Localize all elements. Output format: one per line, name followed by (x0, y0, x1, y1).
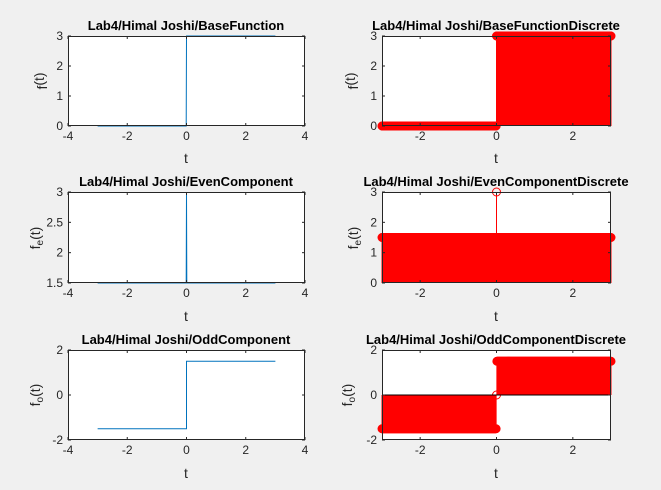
axes: -2 0 2 0 1 2 3 (370, 185, 616, 300)
x-tick-label: -2 (415, 286, 426, 300)
x-tick-label: 4 (302, 129, 309, 143)
y-axis-label: fo(t) (27, 384, 46, 407)
x-tick-label: -4 (63, 443, 74, 457)
y-tick-label: 0 (370, 119, 377, 133)
subplot-base-function-discrete: Lab4/Himal Joshi/BaseFunctionDiscrete -2… (342, 18, 620, 166)
subplot-even-component-discrete: Lab4/Himal Joshi/EvenComponentDiscrete -… (345, 174, 629, 324)
y-tick-label: 0 (370, 388, 377, 402)
x-tick-label: 2 (242, 286, 249, 300)
x-axis-label: t (494, 465, 498, 481)
data-layer (97, 360, 276, 430)
x-tick-label: 2 (569, 443, 576, 457)
y-label-main: f (345, 245, 361, 249)
x-tick-label: 0 (493, 443, 500, 457)
y-tick-label: 1 (370, 89, 377, 103)
y-tick-label: 0 (370, 276, 377, 290)
y-axis-label: fo(t) (339, 384, 358, 407)
y-tick-label: 3 (370, 29, 377, 43)
axes: -2 0 2 -2 0 2 (366, 343, 616, 457)
x-tick-label: -2 (415, 443, 426, 457)
y-tick-label: 2 (56, 343, 63, 357)
subplot-even-component: Lab4/Himal Joshi/EvenComponent -4 -2 0 2 4 1.… (27, 174, 309, 324)
y-label-suffix: (t) (31, 72, 47, 85)
x-axis-label: t (494, 150, 498, 166)
y-label-sub: o (35, 396, 46, 402)
subplot-odd-component-discrete: Lab4/Himal Joshi/OddComponentDiscrete -2… (339, 332, 626, 481)
chart-title: Lab4/Himal Joshi/OddComponent (82, 332, 291, 347)
subplot-base-function: Lab4/Himal Joshi/BaseFunction -4 -2 0 2 4 0 1 2… (31, 18, 309, 166)
y-label-suffix: (t) (27, 227, 43, 240)
y-tick-label: 2 (370, 59, 377, 73)
x-tick-label: -2 (122, 286, 133, 300)
x-tick-label: -2 (415, 129, 426, 143)
axes: -4 -2 0 2 4 0 1 2 3 (56, 29, 308, 143)
x-tick-label: 2 (242, 129, 249, 143)
axes: -4 -2 0 2 4-202 (52, 343, 308, 457)
y-axis-label: f(t) (342, 72, 361, 89)
y-label-sub: e (35, 239, 46, 245)
y-tick-label: -2 (366, 433, 377, 447)
x-axis-label: t (184, 465, 188, 481)
y-tick-label: 0 (56, 119, 63, 133)
chart-title: Lab4/Himal Joshi/EvenComponent (79, 174, 293, 189)
x-tick-label: -4 (63, 286, 74, 300)
y-label-suffix: (t) (345, 227, 361, 240)
y-label-suffix: (t) (339, 384, 355, 397)
y-label-main: f (27, 245, 43, 249)
chart-title: Lab4/Himal Joshi/EvenComponentDiscrete (363, 174, 628, 189)
x-axis-label: t (184, 308, 188, 324)
y-axis-label: fe(t) (345, 227, 364, 250)
x-tick-label: 2 (242, 443, 249, 457)
x-tick-label: 0 (183, 443, 190, 457)
y-axis-label: f(t) (31, 72, 50, 89)
y-label-main: f (339, 402, 355, 406)
y-label-sub: e (353, 239, 364, 245)
y-tick-label: 1.5 (46, 276, 63, 290)
stem-marker (491, 424, 501, 434)
x-tick-label: 0 (183, 129, 190, 143)
x-tick-label: -2 (122, 443, 133, 457)
y-label-main: f (27, 402, 43, 406)
series-line (97, 360, 276, 430)
y-label-main: f (34, 86, 50, 90)
y-tick-label: 2 (370, 343, 377, 357)
y-tick-label: 2 (370, 215, 377, 229)
chart-title: Lab4/Himal Joshi/BaseFunctionDiscrete (372, 18, 620, 33)
x-tick-label: 4 (302, 286, 309, 300)
subplot-odd-component: Lab4/Himal Joshi/OddComponent -4 -2 0 2 4-20… (27, 332, 309, 481)
y-label-sub: o (347, 396, 358, 402)
y-label-suffix: (t) (27, 384, 43, 397)
axes: -2 0 2 0 1 2 3 (370, 29, 616, 143)
data-layer (377, 187, 616, 283)
y-tick-label: 3 (56, 29, 63, 43)
x-tick-label: -2 (122, 129, 133, 143)
y-tick-label: 2.5 (46, 215, 63, 229)
x-tick-label: 2 (569, 286, 576, 300)
y-tick-label: 2 (56, 246, 63, 260)
y-tick-label: 1 (56, 89, 63, 103)
y-tick-label: 3 (370, 185, 377, 199)
x-axis-label: t (494, 308, 498, 324)
x-tick-label: 0 (493, 129, 500, 143)
x-tick-label: 4 (302, 443, 309, 457)
y-axis-label: fe(t) (27, 227, 46, 250)
y-tick-label: 2 (56, 59, 63, 73)
axes: -4 -2 0 2 4 1.5 2 2.5 3 (46, 185, 308, 300)
x-tick-label: -4 (63, 129, 74, 143)
data-layer (377, 356, 616, 434)
y-tick-label: 3 (56, 185, 63, 199)
chart-title: Lab4/Himal Joshi/OddComponentDiscrete (366, 332, 626, 347)
x-axis-label: t (184, 150, 188, 166)
y-tick-label: -2 (52, 433, 63, 447)
y-tick-label: 0 (56, 388, 63, 402)
y-label-suffix: (t) (342, 72, 358, 85)
y-label-main: f (345, 86, 361, 90)
x-tick-label: 2 (569, 129, 576, 143)
chart-title: Lab4/Himal Joshi/BaseFunction (88, 18, 285, 33)
x-tick-label: 0 (493, 286, 500, 300)
x-tick-label: 0 (183, 286, 190, 300)
y-tick-label: 1 (370, 246, 377, 260)
